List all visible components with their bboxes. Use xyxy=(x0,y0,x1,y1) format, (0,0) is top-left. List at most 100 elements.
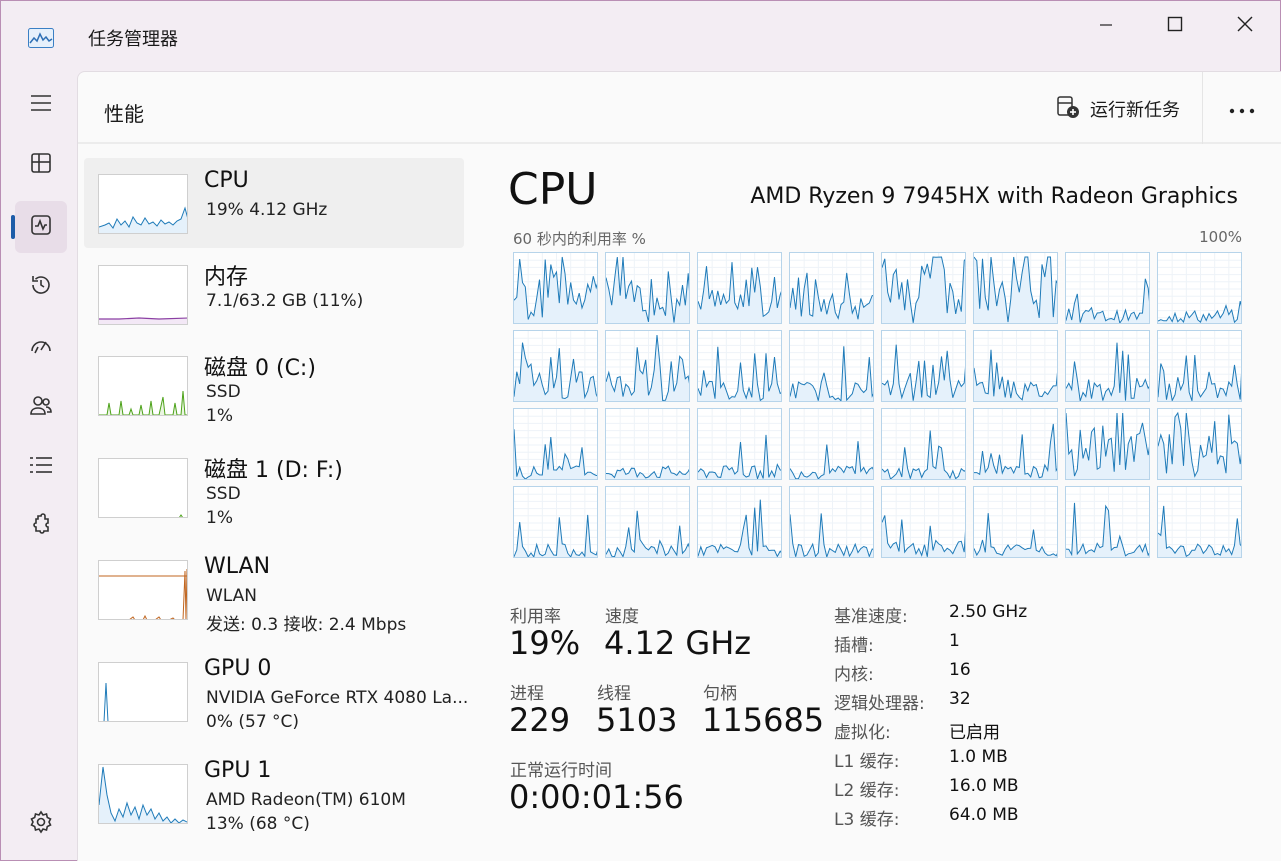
history-icon xyxy=(29,273,53,301)
close-button[interactable] xyxy=(1222,11,1268,41)
processes-label: 进程 xyxy=(510,684,544,704)
logical-processor-graph xyxy=(605,408,690,480)
nav-details[interactable] xyxy=(15,441,67,493)
logical-processor-graph xyxy=(1065,252,1150,324)
page-header: 性能 运行新任务 xyxy=(78,72,1281,144)
resource-name: 内存 xyxy=(204,265,249,290)
speed-label: 速度 xyxy=(605,607,639,627)
logical-processor-graph xyxy=(1157,486,1242,558)
nav-active-indicator xyxy=(11,215,15,239)
nav-startup-apps[interactable] xyxy=(15,321,67,373)
logical-processor-graph xyxy=(1157,252,1242,324)
handles-value: 115685 xyxy=(702,701,825,739)
performance-icon xyxy=(30,214,52,240)
task-manager-app-icon xyxy=(28,28,54,48)
resource-item-gpu-1[interactable]: GPU 1 AMD Radeon(TM) 610M 13% (68 °C) xyxy=(84,748,464,838)
logical-processor-graph xyxy=(973,486,1058,558)
minimize-button[interactable] xyxy=(1083,11,1129,41)
disk1-thumbnail-graph xyxy=(98,458,188,518)
spec-label: 虚拟化: xyxy=(834,723,891,743)
logical-processor-graph xyxy=(789,330,874,402)
logical-processor-graph xyxy=(973,252,1058,324)
resource-type: SSD xyxy=(206,484,241,504)
page-title: 性能 xyxy=(104,102,144,126)
logical-processor-graph xyxy=(513,486,598,558)
resource-name: GPU 0 xyxy=(204,656,272,681)
nav-performance[interactable] xyxy=(15,201,67,253)
resource-usage: 13% (68 °C) xyxy=(206,814,310,834)
memory-thumbnail-graph xyxy=(98,265,188,325)
resource-model: NVIDIA GeForce RTX 4080 La... xyxy=(206,688,469,708)
graph-caption: 60 秒内的利用率 % xyxy=(513,230,646,248)
uptime-label: 正常运行时间 xyxy=(510,761,612,781)
logical-processor-graph xyxy=(697,408,782,480)
nav-hamburger-button[interactable] xyxy=(15,79,67,131)
logical-processor-graph xyxy=(973,330,1058,402)
hamburger-icon xyxy=(30,94,52,116)
logical-processor-graphs xyxy=(513,252,1242,560)
more-icon xyxy=(1229,99,1255,118)
speed-value: 4.12 GHz xyxy=(604,624,752,662)
spec-label: L3 缓存: xyxy=(834,810,900,830)
maximize-icon xyxy=(1167,16,1183,36)
utilization-label: 利用率 xyxy=(510,607,561,627)
resource-usage: 1% xyxy=(206,406,233,426)
nav-services[interactable] xyxy=(15,501,67,553)
resource-item-wlan[interactable]: WLAN WLAN 发送: 0.3 接收: 2.4 Mbps xyxy=(84,544,464,635)
logical-processor-graph xyxy=(881,408,966,480)
spec-label: L2 缓存: xyxy=(834,781,900,801)
logical-processor-graph xyxy=(881,486,966,558)
threads-value: 5103 xyxy=(596,701,678,739)
spec-label: 内核: xyxy=(834,665,874,685)
more-options-button[interactable] xyxy=(1224,92,1260,124)
resource-item-disk-0[interactable]: 磁盘 0 (C:) SSD 1% xyxy=(84,340,464,430)
logical-processor-graph xyxy=(697,330,782,402)
resource-item-memory[interactable]: 内存 7.1/63.2 GB (11%) xyxy=(84,249,464,339)
nav-processes[interactable] xyxy=(15,139,67,191)
speedometer-icon xyxy=(29,335,53,359)
resource-usage: 1% xyxy=(206,508,233,528)
nav-settings[interactable] xyxy=(15,798,67,850)
disk0-thumbnail-graph xyxy=(98,356,188,416)
spec-value: 16.0 MB xyxy=(949,776,1019,796)
run-new-task-button[interactable]: 运行新任务 xyxy=(1056,94,1180,124)
logical-processor-graph xyxy=(1065,486,1150,558)
logical-processor-graph xyxy=(789,252,874,324)
resource-detail: 7.1/63.2 GB (11%) xyxy=(206,291,364,311)
resource-type: WLAN xyxy=(206,586,258,606)
resource-item-gpu-0[interactable]: GPU 0 NVIDIA GeForce RTX 4080 La... 0% (… xyxy=(84,646,468,736)
utilization-value: 19% xyxy=(509,624,581,662)
logical-processor-graph xyxy=(697,486,782,558)
logical-processor-graph xyxy=(789,408,874,480)
maximize-button[interactable] xyxy=(1152,11,1198,41)
title-bar[interactable]: 任务管理器 xyxy=(1,1,1281,71)
puzzle-icon xyxy=(29,513,53,541)
navigation-rail xyxy=(1,71,77,861)
spec-label: 基准速度: xyxy=(834,607,908,627)
resource-model: AMD Radeon(TM) 610M xyxy=(206,790,406,810)
logical-processor-graph xyxy=(1157,408,1242,480)
resource-item-cpu[interactable]: CPU 19% 4.12 GHz xyxy=(84,158,464,248)
logical-processor-graph xyxy=(1065,330,1150,402)
logical-processor-graph xyxy=(881,252,966,324)
logical-processor-graph xyxy=(1157,330,1242,402)
resource-usage: 发送: 0.3 接收: 2.4 Mbps xyxy=(206,615,407,635)
gpu0-thumbnail-graph xyxy=(98,662,188,722)
spec-value: 1 xyxy=(949,631,960,651)
logical-processor-graph xyxy=(605,486,690,558)
resource-name: CPU xyxy=(204,168,249,193)
gear-icon xyxy=(29,810,53,838)
threads-label: 线程 xyxy=(597,684,631,704)
users-icon xyxy=(29,393,53,421)
spec-value: 已启用 xyxy=(949,723,1000,743)
spec-value: 16 xyxy=(949,660,971,680)
run-task-icon xyxy=(1056,95,1080,124)
nav-users[interactable] xyxy=(15,381,67,433)
spec-label: L1 缓存: xyxy=(834,752,900,772)
logical-processor-graph xyxy=(973,408,1058,480)
resource-item-disk-1[interactable]: 磁盘 1 (D: F:) SSD 1% xyxy=(84,442,464,532)
nav-app-history[interactable] xyxy=(15,261,67,313)
handles-label: 句柄 xyxy=(703,684,737,704)
resource-name: 磁盘 0 (C:) xyxy=(204,356,316,381)
